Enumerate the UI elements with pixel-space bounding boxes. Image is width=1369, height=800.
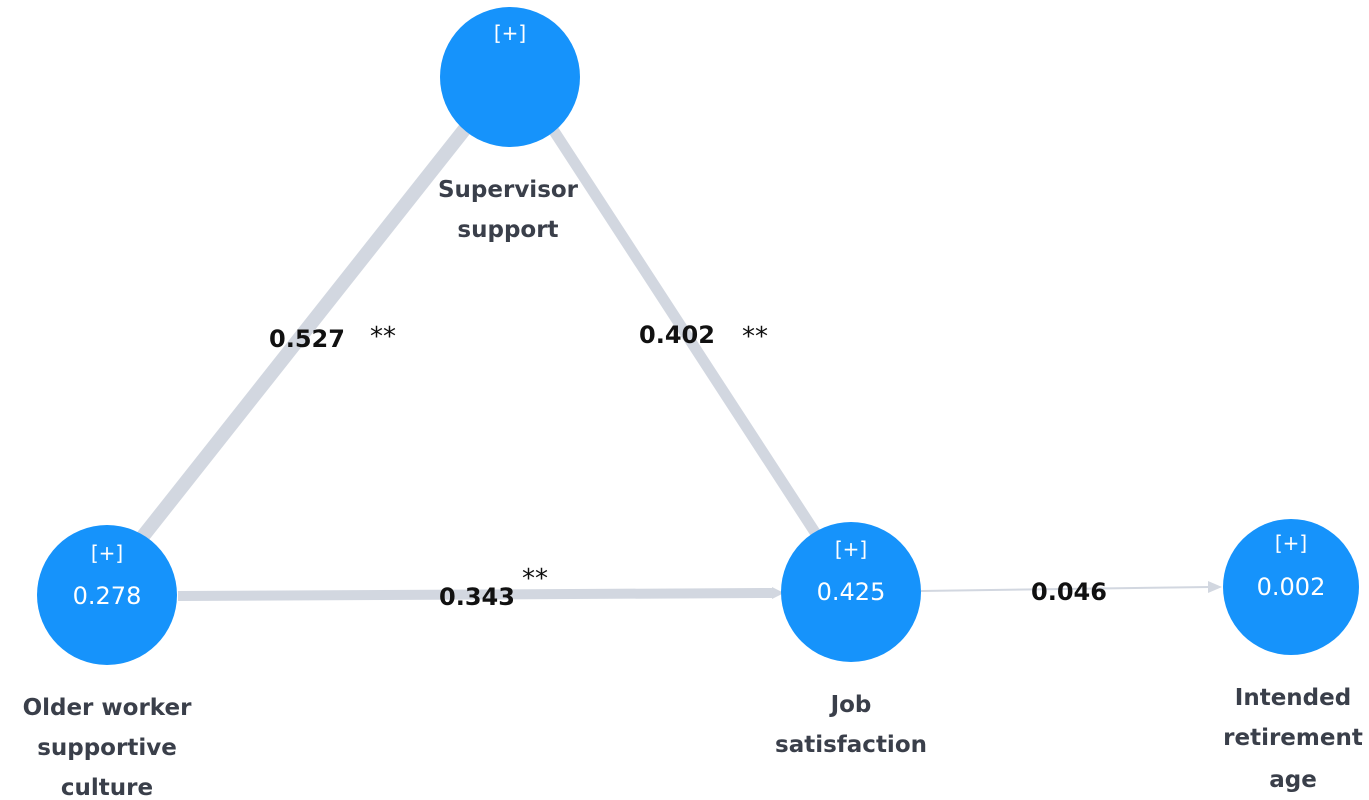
node-label: Job [829, 692, 872, 718]
node-value: 0.425 [817, 578, 886, 606]
node-label: culture [61, 775, 153, 800]
node-value: 0.278 [73, 582, 142, 610]
node-label: age [1269, 767, 1317, 793]
coefficient: 0.046 [1031, 578, 1107, 606]
significance: ** [370, 322, 396, 352]
edge [547, 125, 825, 543]
node-label: supportive [37, 735, 177, 761]
node [781, 522, 921, 662]
edge [920, 586, 1211, 592]
coefficient: 0.343 [439, 583, 515, 611]
node-label: Supervisor [438, 177, 579, 203]
coefficient: 0.527 [269, 325, 345, 353]
significance: ** [742, 322, 768, 352]
edges [134, 120, 1222, 601]
edge [177, 588, 773, 601]
node-label: Older worker [23, 695, 193, 721]
node [37, 525, 177, 665]
node-label: retirement [1223, 725, 1363, 751]
expand[interactable]: [+] [91, 541, 123, 565]
node-label: Intended [1235, 685, 1351, 711]
arrowhead [772, 587, 784, 599]
expand[interactable]: [+] [835, 537, 867, 561]
node [1223, 519, 1359, 655]
node-labels: Supervisor support Older worker supporti… [23, 177, 1363, 800]
node-label: support [457, 217, 558, 243]
node-label: satisfaction [775, 732, 927, 758]
significance: ** [522, 564, 548, 594]
arrowhead [1208, 581, 1222, 593]
expand[interactable]: [+] [494, 21, 526, 45]
expand[interactable]: [+] [1275, 531, 1307, 555]
node-value: 0.002 [1257, 573, 1326, 601]
nodes: [+] [+] 0.278 [+] 0.425 [+] 0.002 [37, 7, 1359, 665]
coefficient: 0.402 [639, 321, 715, 349]
node [440, 7, 580, 147]
edge-labels: 0.527 ** 0.402 ** 0.343 ** 0.046 [269, 321, 1107, 611]
edge [134, 120, 474, 545]
